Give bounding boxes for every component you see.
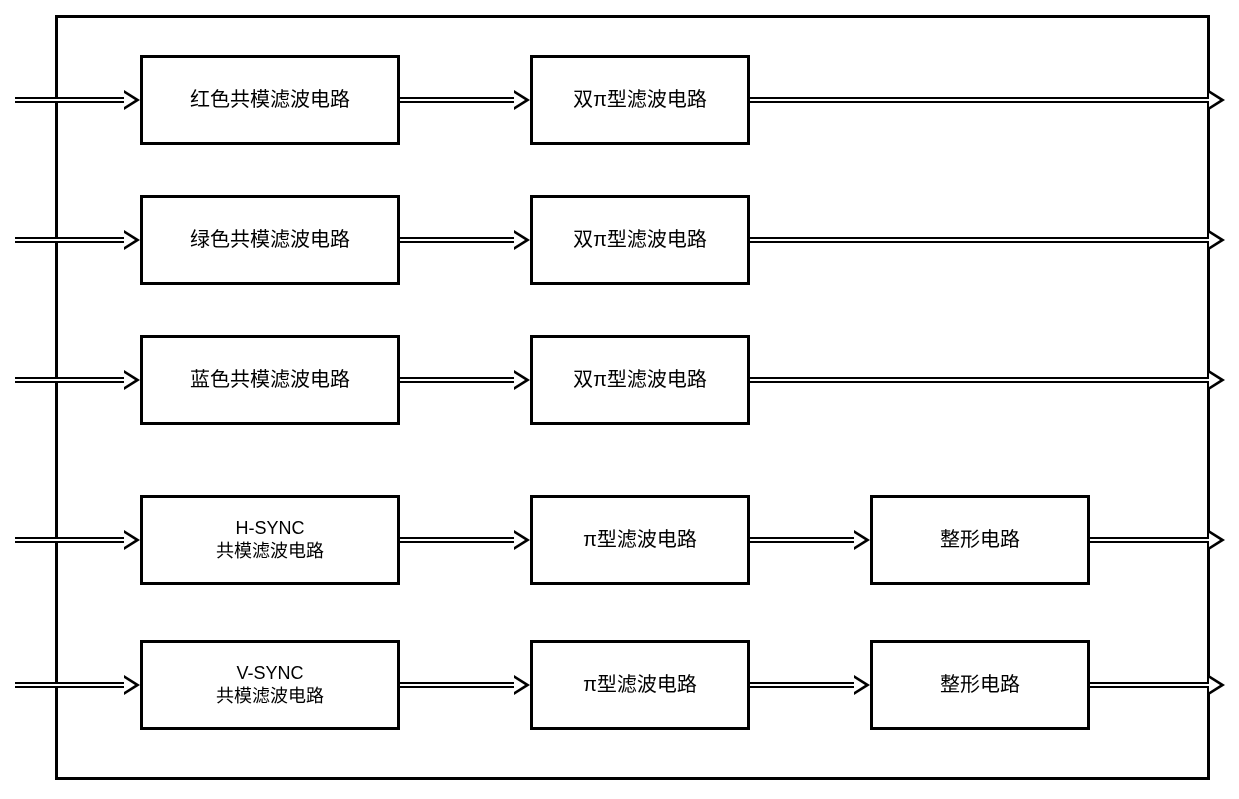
block-label: 红色共模滤波电路 (186, 83, 354, 117)
arrow-a4-in (15, 537, 140, 543)
block-r4c3: 整形电路 (870, 495, 1090, 585)
arrow-a4-m1 (400, 537, 530, 543)
block-label: 双π型滤波电路 (569, 223, 711, 257)
arrow-a5-out (1090, 682, 1225, 688)
block-r5c3: 整形电路 (870, 640, 1090, 730)
block-r3c1: 蓝色共模滤波电路 (140, 335, 400, 425)
arrow-a3-in (15, 377, 140, 383)
block-label: 整形电路 (936, 668, 1024, 702)
arrow-a3-out (750, 377, 1225, 383)
block-label: π型滤波电路 (579, 668, 701, 702)
arrow-a2-out (750, 237, 1225, 243)
block-label: 整形电路 (936, 523, 1024, 557)
block-r2c2: 双π型滤波电路 (530, 195, 750, 285)
arrow-a5-m2 (750, 682, 870, 688)
arrow-a4-m2 (750, 537, 870, 543)
block-r4c1: H-SYNC 共模滤波电路 (140, 495, 400, 585)
block-label: V-SYNC 共模滤波电路 (212, 658, 328, 713)
block-r2c1: 绿色共模滤波电路 (140, 195, 400, 285)
block-r5c2: π型滤波电路 (530, 640, 750, 730)
arrow-a1-out (750, 97, 1225, 103)
block-r1c2: 双π型滤波电路 (530, 55, 750, 145)
arrow-a5-m1 (400, 682, 530, 688)
arrow-a2-in (15, 237, 140, 243)
arrow-a4-out (1090, 537, 1225, 543)
block-label: π型滤波电路 (579, 523, 701, 557)
block-r1c1: 红色共模滤波电路 (140, 55, 400, 145)
arrow-a1-mid (400, 97, 530, 103)
arrow-a1-in (15, 97, 140, 103)
block-label: 绿色共模滤波电路 (186, 223, 354, 257)
block-label: 双π型滤波电路 (569, 363, 711, 397)
block-r4c2: π型滤波电路 (530, 495, 750, 585)
block-r5c1: V-SYNC 共模滤波电路 (140, 640, 400, 730)
arrow-a3-mid (400, 377, 530, 383)
block-label: 蓝色共模滤波电路 (186, 363, 354, 397)
block-label: 双π型滤波电路 (569, 83, 711, 117)
arrow-a2-mid (400, 237, 530, 243)
block-r3c2: 双π型滤波电路 (530, 335, 750, 425)
block-label: H-SYNC 共模滤波电路 (212, 513, 328, 568)
arrow-a5-in (15, 682, 140, 688)
